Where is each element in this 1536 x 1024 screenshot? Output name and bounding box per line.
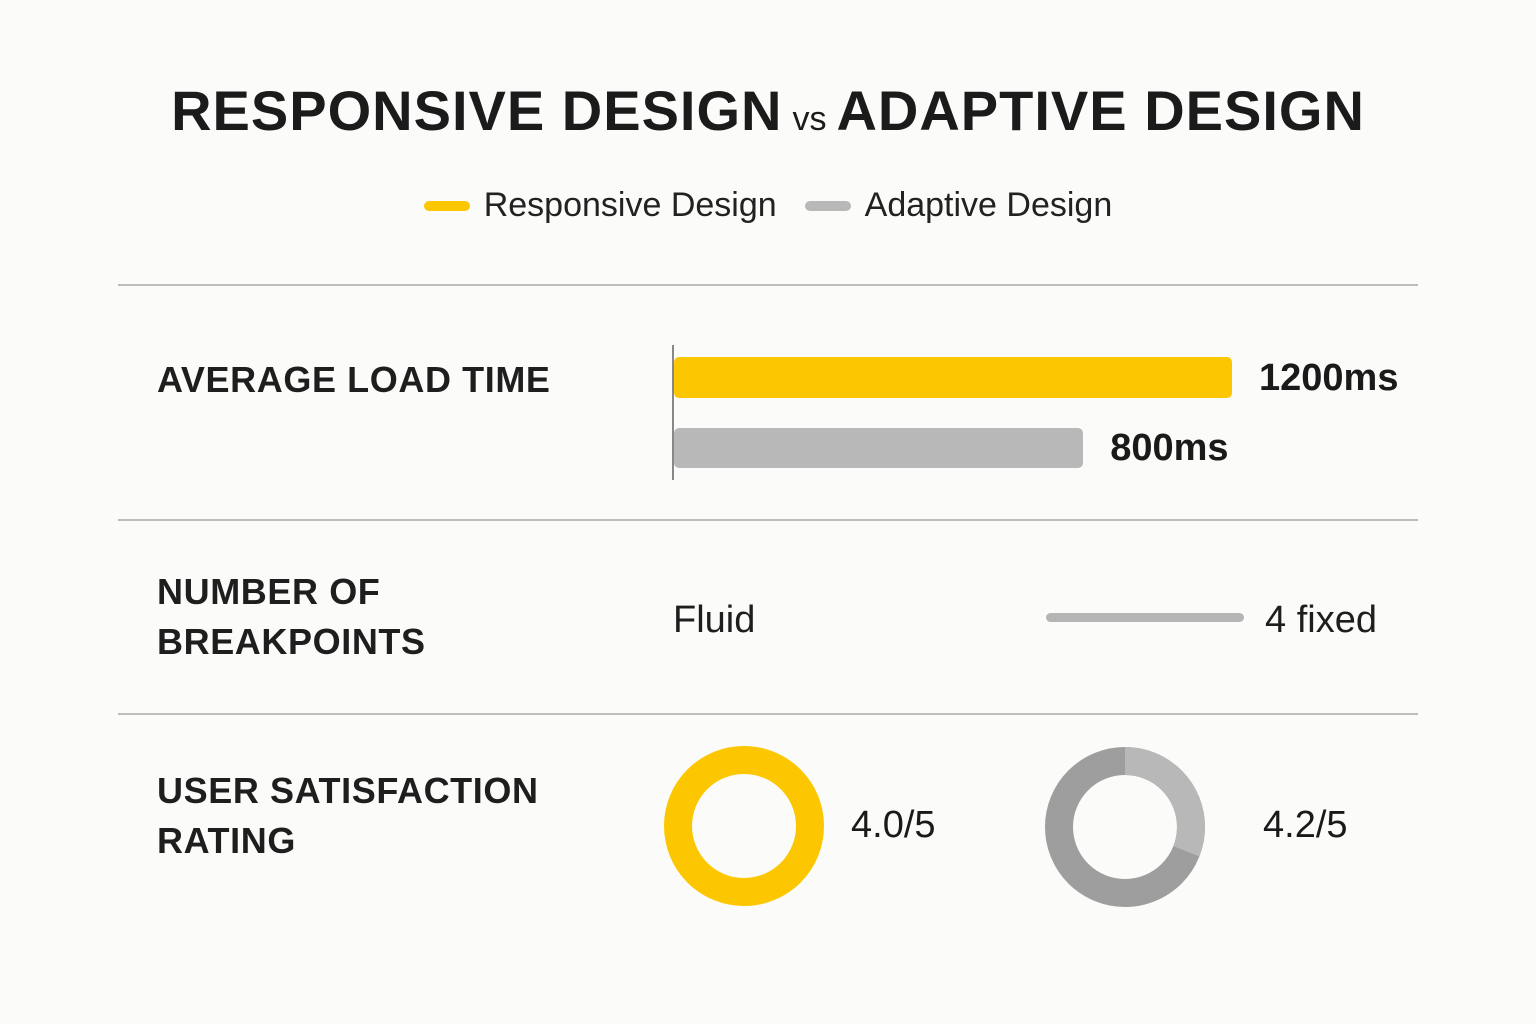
row-label-breakpoints-line-1: NUMBER OF	[157, 571, 381, 612]
breakpoints-responsive-value: Fluid	[673, 599, 756, 641]
divider-1	[118, 519, 1418, 521]
row-label-satisfaction-line-2: RATING	[157, 820, 296, 861]
donut-responsive-satisfaction	[664, 746, 824, 906]
legend-swatch-adaptive	[804, 200, 851, 211]
legend: Responsive Design Adaptive Design	[0, 186, 1536, 225]
row-label-satisfaction-line-1: USER SATISFACTION	[157, 770, 539, 811]
value-label-adaptive-load-time: 800ms	[1110, 427, 1229, 469]
donut-adaptive-satisfaction	[1045, 747, 1205, 907]
legend-label-responsive: Responsive Design	[483, 186, 777, 224]
legend-label-adaptive: Adaptive Design	[864, 186, 1113, 224]
value-label-responsive-load-time: 1200ms	[1259, 357, 1399, 399]
page-title: RESPONSIVE DESIGN vs ADAPTIVE DESIGN	[0, 78, 1536, 143]
row-label-breakpoints: NUMBER OF BREAKPOINTS	[157, 567, 426, 667]
value-label-responsive-satisfaction: 4.0/5	[851, 804, 936, 846]
title-vs: vs	[792, 100, 827, 138]
donut-responsive-ring	[664, 746, 824, 906]
breakpoints-adaptive-value: 4 fixed	[1265, 599, 1377, 641]
divider-top	[118, 284, 1418, 286]
legend-swatch-responsive	[423, 200, 470, 211]
breakpoints-adaptive-line	[1046, 613, 1244, 622]
bar-axis-line	[672, 345, 674, 480]
donut-adaptive-remaining-arc	[1045, 747, 1205, 907]
bar-adaptive-load-time	[674, 428, 1084, 468]
legend-item-adaptive: Adaptive Design	[804, 186, 1113, 225]
title-adaptive: ADAPTIVE DESIGN	[836, 79, 1365, 142]
title-responsive: RESPONSIVE DESIGN	[171, 79, 783, 142]
row-label-breakpoints-line-2: BREAKPOINTS	[157, 621, 426, 662]
value-label-adaptive-satisfaction: 4.2/5	[1263, 804, 1348, 846]
legend-item-responsive: Responsive Design	[423, 186, 777, 225]
row-label-load-time: AVERAGE LOAD TIME	[157, 359, 551, 400]
divider-2	[118, 713, 1418, 715]
row-label-satisfaction: USER SATISFACTION RATING	[157, 766, 539, 866]
bar-responsive-load-time	[674, 357, 1232, 398]
